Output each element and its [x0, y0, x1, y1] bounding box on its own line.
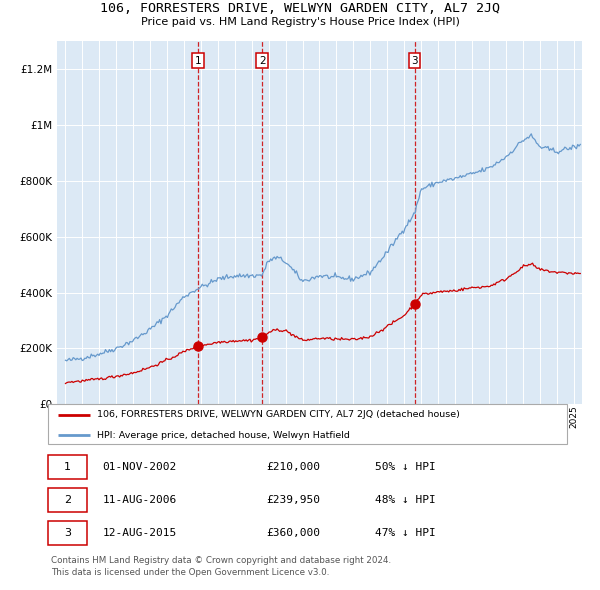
Text: 50% ↓ HPI: 50% ↓ HPI [375, 462, 436, 472]
Text: £360,000: £360,000 [266, 528, 320, 538]
Text: 2: 2 [259, 56, 265, 66]
Text: 1: 1 [195, 56, 202, 66]
FancyBboxPatch shape [48, 454, 87, 479]
Text: This data is licensed under the Open Government Licence v3.0.: This data is licensed under the Open Gov… [51, 568, 329, 576]
Text: 106, FORRESTERS DRIVE, WELWYN GARDEN CITY, AL7 2JQ (detached house): 106, FORRESTERS DRIVE, WELWYN GARDEN CIT… [97, 411, 460, 419]
Text: Price paid vs. HM Land Registry's House Price Index (HPI): Price paid vs. HM Land Registry's House … [140, 17, 460, 27]
Text: 48% ↓ HPI: 48% ↓ HPI [375, 495, 436, 505]
Text: 11-AUG-2006: 11-AUG-2006 [103, 495, 177, 505]
Text: HPI: Average price, detached house, Welwyn Hatfield: HPI: Average price, detached house, Welw… [97, 431, 350, 440]
Text: 1: 1 [64, 462, 71, 472]
FancyBboxPatch shape [48, 487, 87, 512]
FancyBboxPatch shape [48, 520, 87, 545]
Text: 106, FORRESTERS DRIVE, WELWYN GARDEN CITY, AL7 2JQ: 106, FORRESTERS DRIVE, WELWYN GARDEN CIT… [100, 2, 500, 15]
Text: 3: 3 [411, 56, 418, 66]
Text: £210,000: £210,000 [266, 462, 320, 472]
Text: Contains HM Land Registry data © Crown copyright and database right 2024.: Contains HM Land Registry data © Crown c… [51, 556, 391, 565]
Text: 47% ↓ HPI: 47% ↓ HPI [375, 528, 436, 538]
Text: £239,950: £239,950 [266, 495, 320, 505]
Text: 01-NOV-2002: 01-NOV-2002 [103, 462, 177, 472]
Text: 2: 2 [64, 495, 71, 505]
Text: 3: 3 [64, 528, 71, 538]
FancyBboxPatch shape [48, 404, 567, 444]
Text: 12-AUG-2015: 12-AUG-2015 [103, 528, 177, 538]
